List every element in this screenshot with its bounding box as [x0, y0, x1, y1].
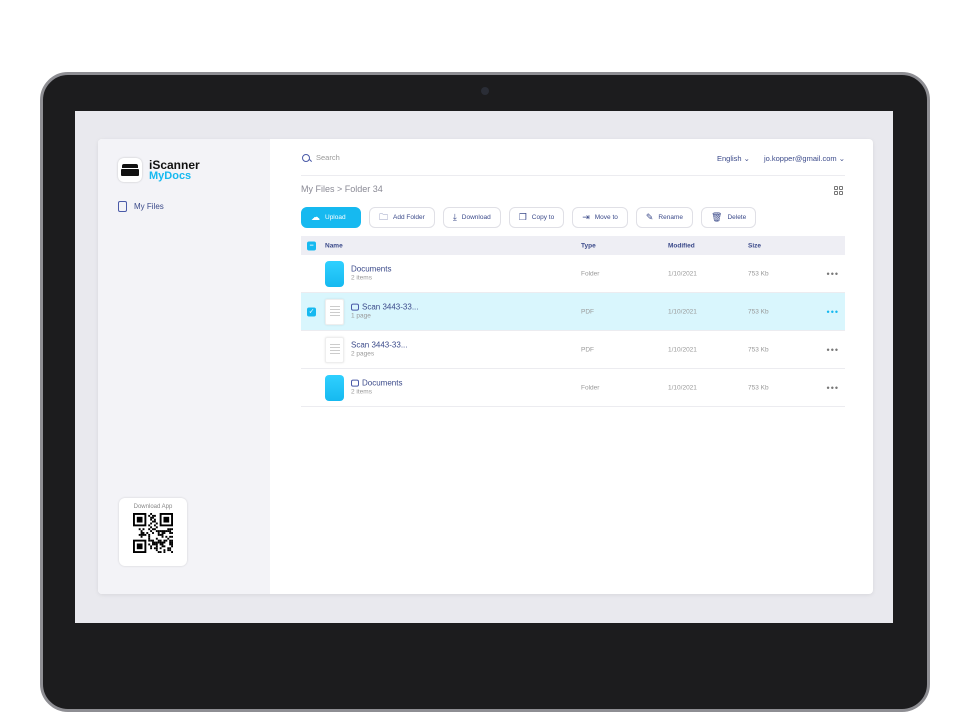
cloud-upload-icon: ☁ [311, 212, 320, 222]
trash-icon: 🗑 [711, 212, 723, 222]
more-icon[interactable]: ••• [826, 382, 839, 393]
scanner-logo-icon [118, 158, 142, 182]
folder-icon [325, 260, 344, 287]
file-size: 753 Kb [748, 384, 769, 391]
file-name[interactable]: Documents [351, 264, 392, 274]
sidebar-item-my-files[interactable]: My Files [118, 201, 164, 212]
delete-button[interactable]: 🗑 Delete [701, 207, 757, 228]
file-type: PDF [581, 308, 594, 315]
column-modified[interactable]: Modified [668, 242, 695, 249]
toolbar: ☁ Upload 🗀 Add Folder ⤓ Download ❐ Copy to ⇥… [301, 207, 757, 228]
pdf-icon [325, 298, 344, 325]
qr-code [133, 513, 173, 553]
file-type: PDF [581, 346, 594, 353]
search-placeholder: Search [316, 153, 340, 162]
row-checkbox[interactable]: ✓ [307, 307, 316, 316]
breadcrumb-folder: Folder 34 [344, 184, 383, 194]
move-to-button[interactable]: ⇥ Move to [572, 207, 628, 228]
language-select[interactable]: English ⌄ [716, 154, 750, 163]
file-name[interactable]: Scan 3443-33... [351, 340, 408, 350]
table-row[interactable]: ✓ Scan 3443-33... 1 page PDF 1/10/2021 75… [301, 293, 845, 331]
add-folder-icon: 🗀 [379, 211, 389, 222]
column-type[interactable]: Type [581, 242, 596, 249]
more-icon[interactable]: ••• [826, 268, 839, 279]
more-icon[interactable]: ••• [826, 344, 839, 355]
breadcrumb-my-files[interactable]: My Files [301, 184, 335, 194]
download-button[interactable]: ⤓ Download [442, 207, 501, 228]
table-row[interactable]: Documents 2 items Folder 1/10/2021 753 Kb… [301, 369, 845, 407]
add-folder-button[interactable]: 🗀 Add Folder [369, 207, 435, 228]
breadcrumb: My Files > Folder 34 [301, 184, 383, 194]
file-name[interactable]: Scan 3443-33... [351, 302, 418, 312]
select-all-checkbox[interactable]: − [307, 241, 316, 250]
app-window: iScanner MyDocs My Files Download App Se… [98, 139, 873, 594]
upload-button[interactable]: ☁ Upload [301, 207, 361, 228]
folder-icon [325, 374, 344, 401]
lock-icon [351, 379, 359, 387]
file-name[interactable]: Documents [351, 378, 402, 388]
download-app-label: Download App [133, 504, 173, 510]
brand-sub: MyDocs [149, 170, 192, 182]
grid-view-icon[interactable] [834, 186, 843, 195]
file-modified: 1/10/2021 [668, 308, 697, 315]
document-icon [118, 201, 127, 212]
file-size: 753 Kb [748, 346, 769, 353]
file-type: Folder [581, 384, 600, 391]
main-content: Search English ⌄ jo.kopper@gmail.com ⌄ M… [270, 139, 873, 594]
camera [481, 87, 489, 95]
file-sub: 2 pages [351, 350, 375, 358]
pdf-icon [325, 336, 344, 363]
file-size: 753 Kb [748, 308, 769, 315]
file-modified: 1/10/2021 [668, 384, 697, 391]
rename-icon: ✎ [645, 212, 654, 222]
search-icon [302, 153, 310, 162]
sidebar: iScanner MyDocs My Files Download App [98, 139, 270, 594]
brand-name: iScanner [149, 158, 200, 172]
table-row[interactable]: Documents 2 items Folder 1/10/2021 753 Kb… [301, 255, 845, 293]
download-icon: ⤓ [452, 212, 457, 222]
search-input[interactable]: Search [302, 153, 340, 162]
table-header: − Name Type Modified Size [301, 236, 845, 255]
table-row[interactable]: Scan 3443-33... 2 pages PDF 1/10/2021 753… [301, 331, 845, 369]
account-menu[interactable]: jo.kopper@gmail.com ⌄ [763, 154, 845, 163]
divider [301, 175, 845, 176]
file-size: 753 Kb [748, 270, 769, 277]
lock-icon [351, 303, 359, 311]
rename-button[interactable]: ✎ Rename [635, 207, 693, 228]
column-size[interactable]: Size [748, 242, 762, 249]
copy-icon: ❐ [518, 212, 527, 222]
download-app-card[interactable]: Download App [119, 498, 187, 566]
move-icon: ⇥ [582, 212, 590, 222]
file-sub: 2 items [351, 274, 372, 282]
file-modified: 1/10/2021 [668, 346, 697, 353]
file-sub: 1 page [351, 312, 371, 320]
copy-to-button[interactable]: ❐ Copy to [508, 207, 565, 228]
sidebar-item-label: My Files [134, 202, 164, 211]
column-name[interactable]: Name [325, 242, 343, 249]
more-icon[interactable]: ••• [826, 306, 839, 317]
file-sub: 2 items [351, 388, 372, 396]
file-modified: 1/10/2021 [668, 270, 697, 277]
file-type: Folder [581, 270, 600, 277]
